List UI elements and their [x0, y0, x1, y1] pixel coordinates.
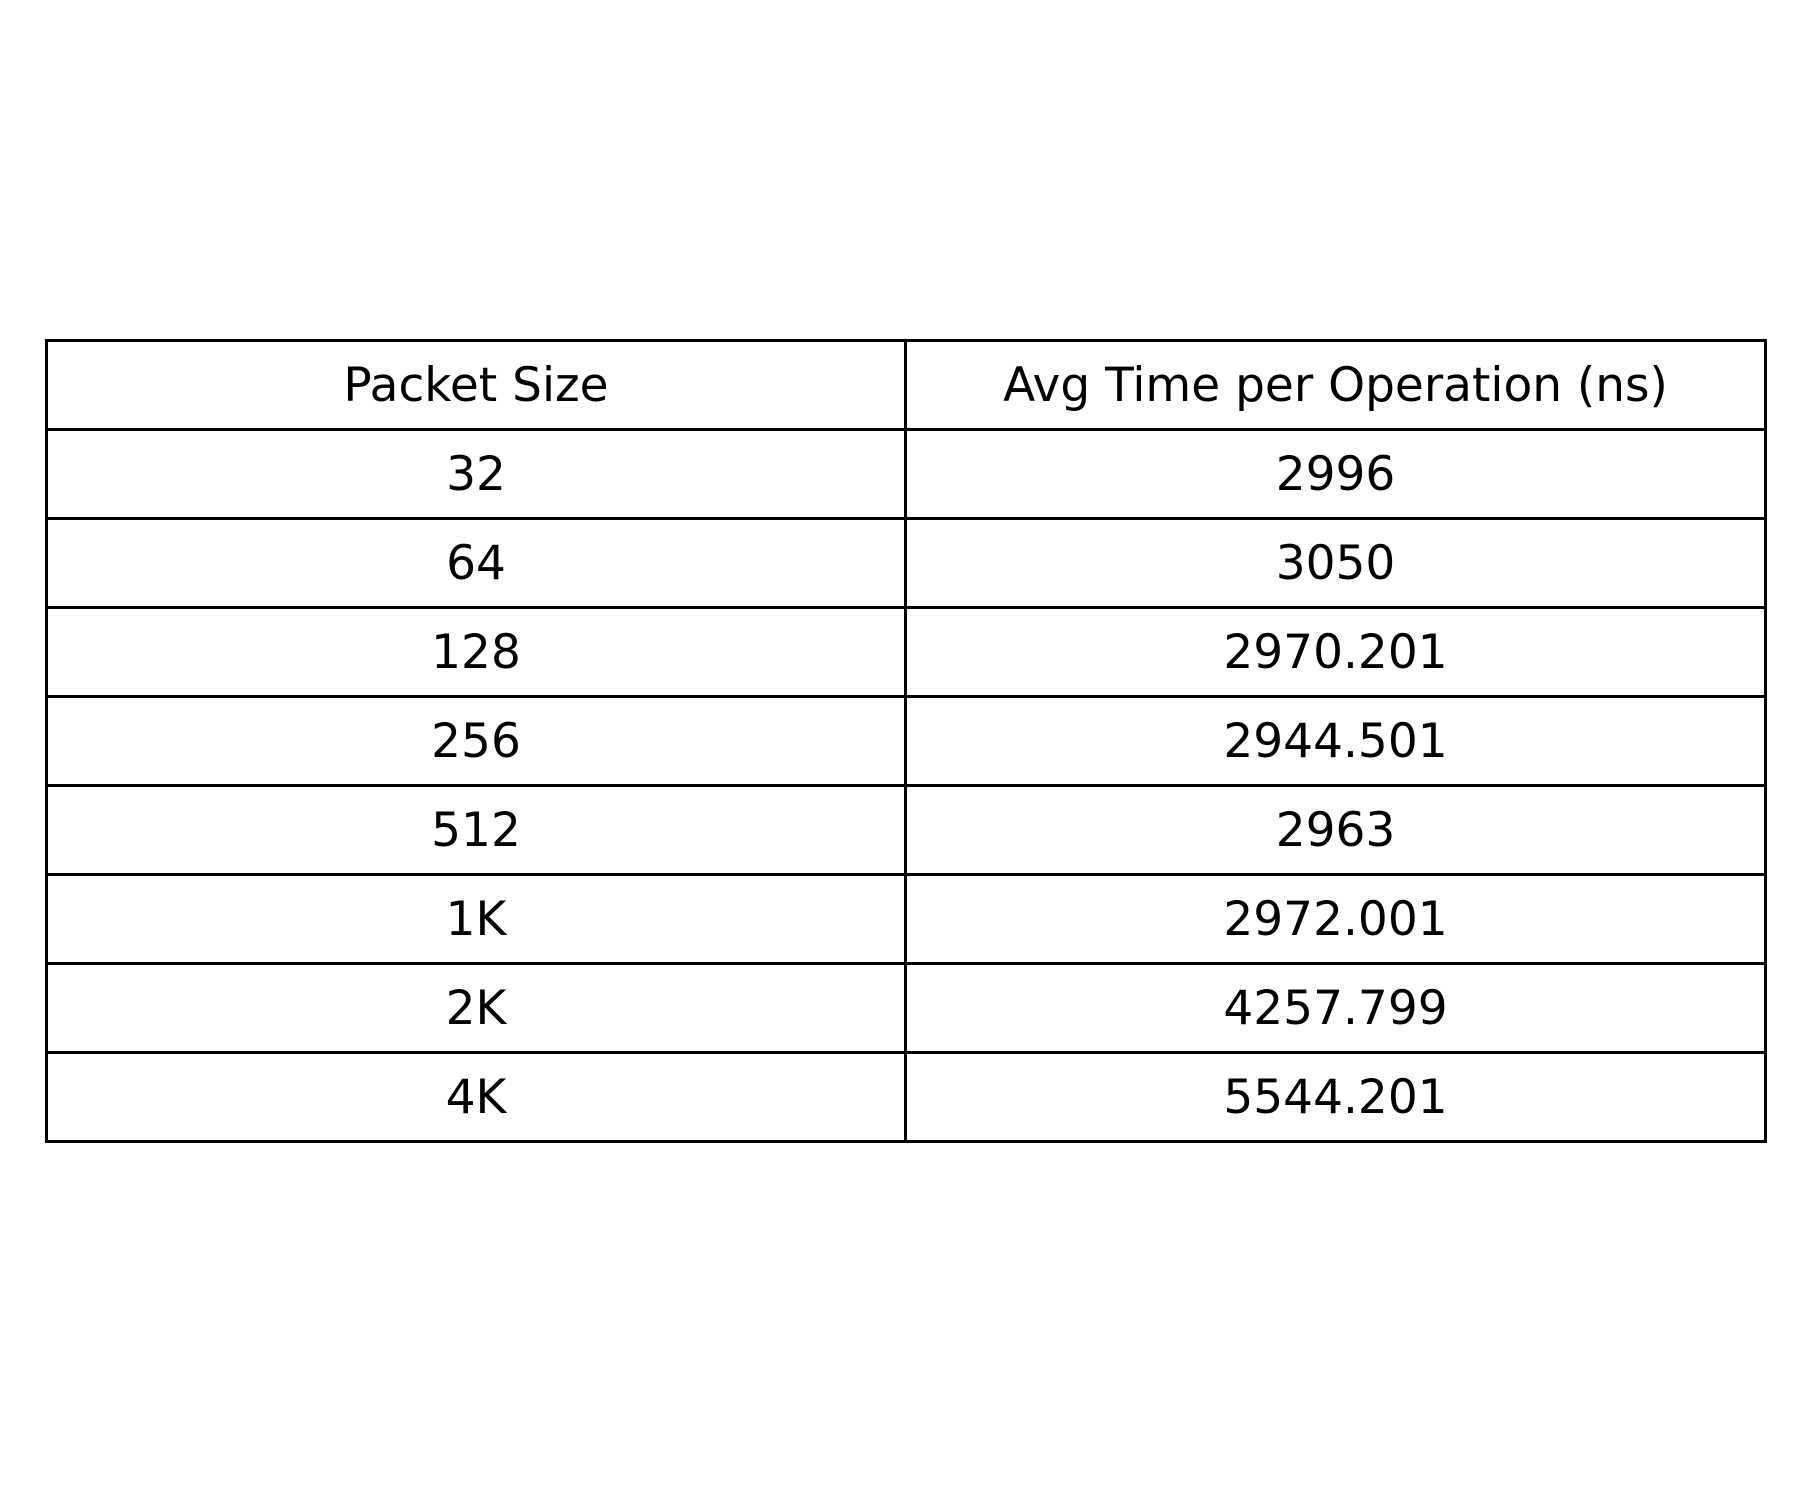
table-row: 128 2970.201 [45, 606, 1767, 698]
cell-avg-time: 2972.001 [904, 873, 1767, 965]
table-row: 64 3050 [45, 517, 1767, 609]
cell-packet-size: 4K [45, 1051, 907, 1143]
table-container: Packet Size Avg Time per Operation (ns) … [45, 339, 1767, 1143]
cell-avg-time: 2970.201 [904, 606, 1767, 698]
cell-avg-time: 2996 [904, 428, 1767, 520]
cell-avg-time: 3050 [904, 517, 1767, 609]
cell-packet-size: 32 [45, 428, 907, 520]
data-table: Packet Size Avg Time per Operation (ns) … [45, 339, 1767, 1143]
cell-avg-time: 2944.501 [904, 695, 1767, 787]
table-row: 32 2996 [45, 428, 1767, 520]
table-row: 256 2944.501 [45, 695, 1767, 787]
cell-packet-size: 64 [45, 517, 907, 609]
cell-packet-size: 256 [45, 695, 907, 787]
table-row: 2K 4257.799 [45, 962, 1767, 1054]
header-row: Packet Size Avg Time per Operation (ns) [45, 339, 1767, 431]
cell-avg-time: 2963 [904, 784, 1767, 876]
table-row: 1K 2972.001 [45, 873, 1767, 965]
header-avg-time: Avg Time per Operation (ns) [904, 339, 1767, 431]
cell-packet-size: 1K [45, 873, 907, 965]
cell-packet-size: 2K [45, 962, 907, 1054]
cell-packet-size: 512 [45, 784, 907, 876]
header-packet-size: Packet Size [45, 339, 907, 431]
table-body: 32 2996 64 3050 128 2970.201 256 2944.501 512 296… [45, 428, 1767, 1143]
table-row: 4K 5544.201 [45, 1051, 1767, 1143]
cell-avg-time: 4257.799 [904, 962, 1767, 1054]
cell-avg-time: 5544.201 [904, 1051, 1767, 1143]
table-row: 512 2963 [45, 784, 1767, 876]
cell-packet-size: 128 [45, 606, 907, 698]
